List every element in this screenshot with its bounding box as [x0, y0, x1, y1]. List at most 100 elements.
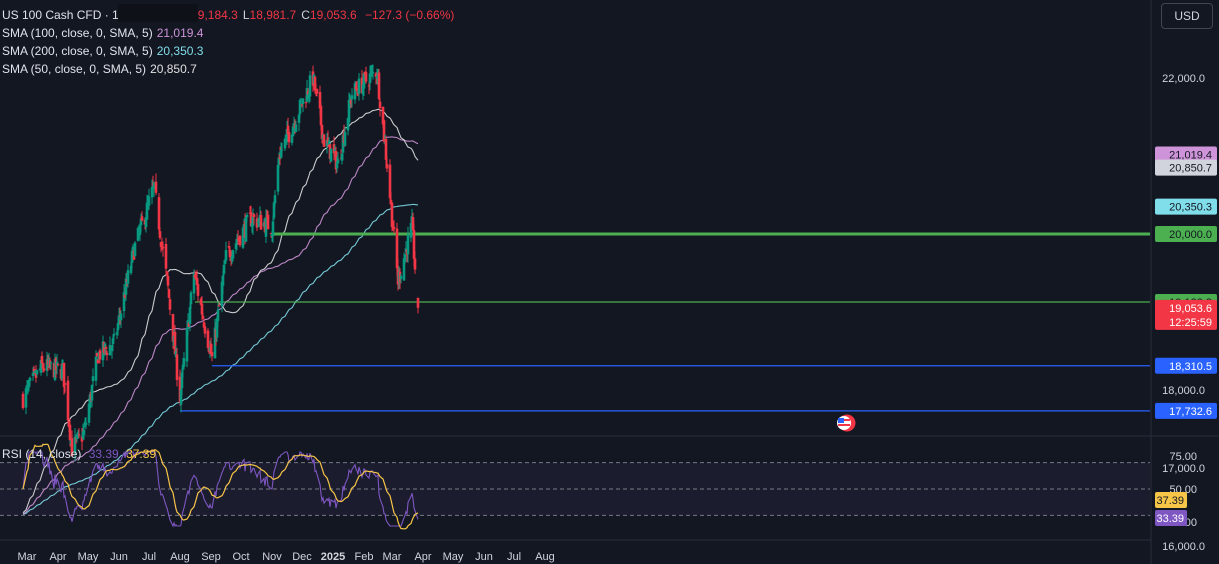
candle-body	[68, 424, 72, 441]
candle	[95, 352, 99, 358]
candle	[62, 362, 66, 395]
candle	[119, 310, 123, 328]
candle	[42, 363, 46, 373]
time-tick-label: Mar	[18, 551, 37, 563]
candle-body	[322, 134, 326, 147]
candle-body	[112, 333, 116, 336]
price-tick-label: 22,000.0	[1162, 73, 1205, 85]
candle-body	[255, 218, 259, 228]
candle-body	[195, 277, 199, 285]
candle	[49, 361, 53, 370]
currency-button[interactable]: USD	[1161, 3, 1213, 29]
candle	[217, 302, 221, 307]
candle	[188, 301, 192, 332]
candle-body	[238, 235, 242, 246]
candle	[276, 157, 280, 196]
candle-body	[279, 150, 283, 158]
candle-body	[136, 228, 140, 241]
price-label: 17,732.6	[1169, 406, 1212, 418]
candle	[299, 97, 303, 105]
candle	[300, 104, 304, 108]
candle	[110, 344, 114, 359]
candle-body	[217, 305, 221, 307]
candle-body	[413, 258, 417, 270]
candle	[231, 249, 235, 262]
candle-body	[364, 72, 368, 82]
candle-body	[291, 126, 295, 137]
candle	[122, 283, 126, 318]
candle-body	[361, 84, 365, 95]
candle	[145, 194, 149, 221]
candle	[63, 382, 67, 393]
candle	[252, 213, 256, 225]
candle-body	[362, 73, 366, 89]
candle-body	[40, 355, 44, 364]
candle-body	[357, 78, 361, 94]
us-flag-event-icon[interactable]	[833, 414, 861, 432]
candle	[108, 336, 112, 356]
candle	[413, 251, 417, 274]
candle	[335, 156, 339, 173]
symbol-legend: US 100 Cash CFD · 1D 19,181.0H19,184.3L1…	[2, 8, 459, 22]
indicator-legend: SMA (50, close, 0, SMA, 5) 20,850.7	[2, 62, 197, 76]
candle-body	[266, 214, 270, 230]
candle-body	[157, 197, 161, 230]
candle-body	[381, 106, 385, 125]
candle-body	[395, 228, 399, 269]
candle-body	[223, 262, 227, 265]
candle-body	[122, 292, 126, 312]
candle	[116, 317, 120, 336]
candle	[201, 312, 205, 320]
candle-body	[297, 114, 301, 123]
rsi-value: 33.39	[88, 447, 119, 461]
time-tick-label: Feb	[355, 551, 374, 563]
time-tick-label: 2025	[321, 551, 345, 563]
candle-body	[62, 362, 66, 387]
candle-body	[334, 151, 338, 170]
candle	[368, 65, 372, 91]
candle-body	[382, 120, 386, 142]
candle-body	[129, 265, 133, 274]
candle	[133, 241, 137, 258]
candle-body	[209, 343, 213, 355]
candle-body	[42, 368, 46, 371]
time-tick-label: Mar	[383, 551, 402, 563]
ohlc-label: L	[242, 8, 250, 22]
candle	[82, 425, 86, 440]
candle-body	[252, 214, 256, 218]
redacted-area	[118, 4, 198, 22]
candle-body	[116, 323, 120, 331]
candle-body	[269, 233, 273, 235]
candle-body	[200, 303, 204, 315]
candle	[117, 307, 121, 328]
candle	[266, 210, 270, 230]
candle-body	[87, 403, 91, 423]
candle-body	[313, 76, 317, 91]
candle	[206, 328, 210, 351]
candle	[112, 328, 116, 341]
candle-body	[350, 95, 354, 100]
candle	[382, 119, 386, 144]
candle	[140, 211, 144, 222]
candle-body	[168, 299, 172, 310]
candle-body	[388, 164, 392, 199]
rsi-ma-value: 37.39	[126, 447, 157, 461]
indicator-legend: SMA (100, close, 0, SMA, 5) 21,019.4	[2, 26, 203, 40]
candle-body	[28, 377, 32, 382]
price-label: 21,019.4	[1169, 149, 1212, 161]
candle-body	[341, 135, 345, 153]
candle-body	[333, 149, 337, 152]
candle	[216, 302, 220, 327]
candle-body	[403, 254, 407, 263]
candle	[369, 65, 373, 82]
candle-body	[377, 72, 381, 100]
price-label-bg	[1155, 226, 1217, 242]
candle-body	[160, 244, 164, 246]
candle-body	[88, 394, 92, 409]
candle	[244, 215, 248, 242]
price-label-bg	[1155, 357, 1217, 374]
candle-body	[167, 289, 171, 298]
candle-body	[299, 101, 303, 103]
candle-body	[389, 199, 393, 203]
